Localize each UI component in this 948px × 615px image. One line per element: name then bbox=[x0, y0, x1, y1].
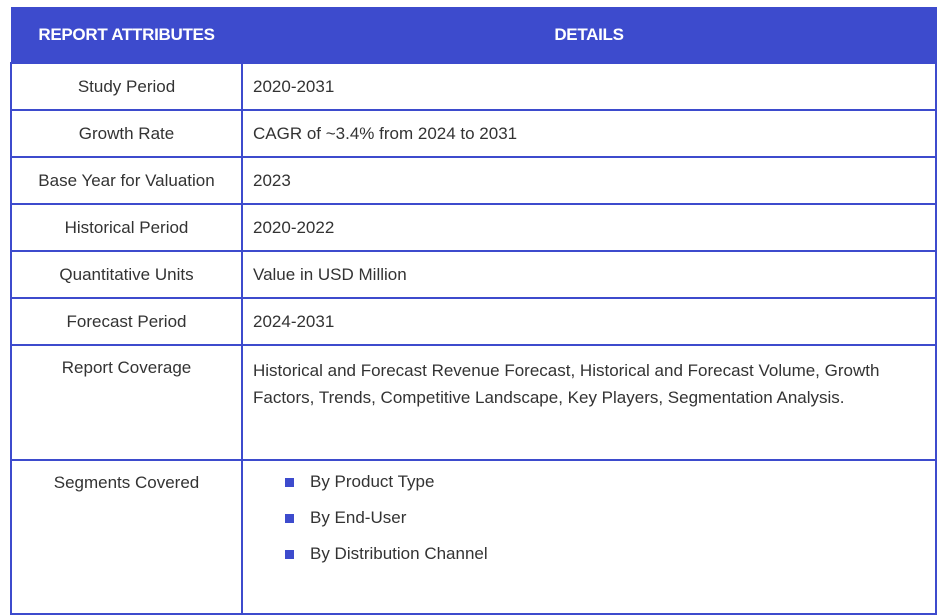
segment-label: By Product Type bbox=[310, 472, 435, 491]
table-row-segments-covered: Segments Covered By Product Type By End-… bbox=[10, 459, 937, 615]
table-header-row: REPORT ATTRIBUTES DETAILS bbox=[10, 7, 937, 64]
table-row-growth-rate: Growth Rate CAGR of ~3.4% from 2024 to 2… bbox=[10, 109, 937, 158]
table-row-quantitative-units: Quantitative Units Value in USD Million bbox=[10, 250, 937, 299]
list-item: By Product Type bbox=[285, 472, 925, 508]
attribute-cell: Base Year for Valuation bbox=[10, 156, 243, 205]
attribute-cell: Study Period bbox=[10, 62, 243, 111]
header-details: DETAILS bbox=[241, 7, 937, 64]
segments-list: By Product Type By End-User By Distribut… bbox=[253, 461, 925, 580]
details-cell: Value in USD Million bbox=[241, 250, 937, 299]
attribute-cell: Quantitative Units bbox=[10, 250, 243, 299]
list-item: By End-User bbox=[285, 508, 925, 544]
details-cell: 2024-2031 bbox=[241, 297, 937, 346]
square-bullet-icon bbox=[285, 550, 294, 559]
attribute-cell: Historical Period bbox=[10, 203, 243, 252]
details-cell: 2020-2022 bbox=[241, 203, 937, 252]
attribute-cell: Report Coverage bbox=[10, 344, 243, 461]
report-attributes-table-container: REPORT ATTRIBUTES DETAILS Study Period 2… bbox=[10, 7, 937, 615]
square-bullet-icon bbox=[285, 514, 294, 523]
segment-label: By Distribution Channel bbox=[310, 544, 488, 563]
segment-label: By End-User bbox=[310, 508, 407, 527]
square-bullet-icon bbox=[285, 478, 294, 487]
table-row-study-period: Study Period 2020-2031 bbox=[10, 62, 937, 111]
attribute-cell: Growth Rate bbox=[10, 109, 243, 158]
table-row-report-coverage: Report Coverage Historical and Forecast … bbox=[10, 344, 937, 461]
details-cell: Historical and Forecast Revenue Forecast… bbox=[241, 344, 937, 461]
header-report-attributes: REPORT ATTRIBUTES bbox=[10, 7, 243, 64]
table-row-forecast-period: Forecast Period 2024-2031 bbox=[10, 297, 937, 346]
attribute-cell: Forecast Period bbox=[10, 297, 243, 346]
details-cell: CAGR of ~3.4% from 2024 to 2031 bbox=[241, 109, 937, 158]
details-cell: 2020-2031 bbox=[241, 62, 937, 111]
details-cell: By Product Type By End-User By Distribut… bbox=[241, 459, 937, 615]
list-item: By Distribution Channel bbox=[285, 544, 925, 580]
table-row-base-year: Base Year for Valuation 2023 bbox=[10, 156, 937, 205]
table-row-historical-period: Historical Period 2020-2022 bbox=[10, 203, 937, 252]
details-cell: 2023 bbox=[241, 156, 937, 205]
report-attributes-table: REPORT ATTRIBUTES DETAILS Study Period 2… bbox=[10, 7, 937, 615]
attribute-cell: Segments Covered bbox=[10, 459, 243, 615]
